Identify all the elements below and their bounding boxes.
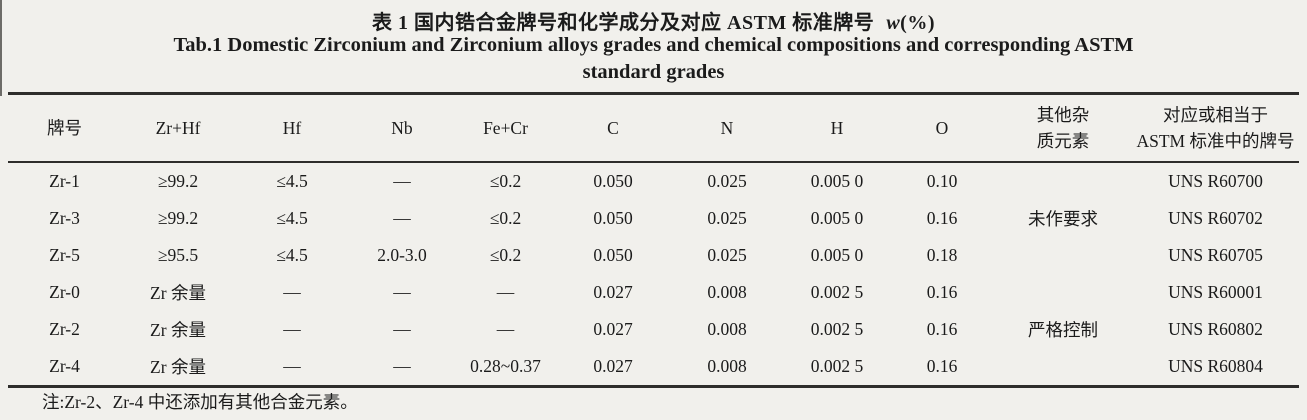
caption-en-line2: standard grades (582, 61, 725, 83)
cell-nb: — (393, 356, 411, 376)
cell-o: 0.16 (926, 319, 958, 339)
cell-astm: UNS R60802 (1168, 319, 1263, 339)
cell-n: 0.008 (707, 319, 747, 339)
table-row: Zr-3 ≥99.2 ≤4.5 — ≤0.2 0.050 0.025 0.005… (8, 200, 1299, 237)
caption-cn-symbol: w (886, 12, 901, 34)
caption-en-line1: Tab.1 Domestic Zirconium and Zirconium a… (173, 34, 1134, 56)
composition-table: 牌号 Zr+Hf Hf Nb Fe+Cr C N H O 其他杂 质元素 对应或… (8, 92, 1299, 388)
cell-zr-hf: ≥99.2 (157, 171, 199, 191)
table-row: Zr-1 ≥99.2 ≤4.5 — ≤0.2 0.050 0.025 0.005… (8, 162, 1299, 229)
header-astm-grade: 对应或相当于 ASTM 标准中的牌号 (1132, 93, 1299, 163)
cell-c: 0.027 (593, 319, 633, 339)
cell-n: 0.025 (707, 208, 747, 228)
cell-astm: UNS R60702 (1168, 208, 1263, 228)
cell-nb: — (393, 282, 411, 302)
table-caption-cn: 表 1 国内锆合金牌号和化学成分及对应 ASTM 标准牌号 w(%) (0, 6, 1307, 35)
cell-hf: — (283, 282, 301, 302)
cell-grade: Zr-0 (49, 282, 80, 302)
footnote: 注:Zr-2、Zr-4 中还添加有其他合金元素。 (42, 392, 358, 412)
cell-o: 0.16 (926, 208, 958, 228)
cell-n: 0.008 (707, 282, 747, 302)
cell-c: 0.050 (593, 171, 633, 191)
header-nb: Nb (349, 93, 455, 163)
cell-h: 0.002 5 (810, 356, 864, 376)
table-row: Zr-2 Zr 余量 — — — 0.027 0.008 0.002 5 0.1… (8, 311, 1299, 348)
cell-nb: — (393, 208, 411, 228)
cell-n: 0.025 (707, 171, 747, 191)
cell-astm: UNS R60705 (1168, 245, 1263, 265)
cell-hf: ≤4.5 (276, 245, 308, 265)
header-h: H (784, 93, 890, 163)
cell-fe-cr: — (496, 319, 515, 339)
cell-zr-hf: ≥99.2 (157, 208, 199, 228)
table-body: Zr-1 ≥99.2 ≤4.5 — ≤0.2 0.050 0.025 0.005… (8, 162, 1299, 387)
cell-fe-cr: 0.28~0.37 (470, 356, 541, 376)
cell-grade: Zr-1 (49, 171, 80, 191)
cell-hf: — (283, 356, 301, 376)
header-other-impurities: 其他杂 质元素 (994, 93, 1132, 163)
table-row: Zr-4 Zr 余量 — — 0.28~0.37 0.027 0.008 0.0… (8, 348, 1299, 387)
cell-astm: UNS R60804 (1168, 356, 1263, 376)
cell-hf: ≤4.5 (276, 208, 308, 228)
caption-cn-unit: (%) (900, 12, 935, 34)
scan-edge-artifact (0, 0, 2, 96)
cell-zr-hf: Zr 余量 (150, 320, 206, 340)
cell-zr-hf: Zr 余量 (150, 283, 206, 303)
cell-o: 0.16 (926, 282, 958, 302)
cell-fe-cr: ≤0.2 (489, 171, 522, 191)
cell-c: 0.050 (593, 208, 633, 228)
header-o: O (890, 93, 994, 163)
cell-grade: Zr-2 (49, 319, 80, 339)
header-hf: Hf (235, 93, 349, 163)
header-n: N (670, 93, 784, 163)
cell-grade: Zr-4 (49, 356, 80, 376)
cell-astm: UNS R60001 (1168, 282, 1263, 302)
cell-hf: ≤4.5 (276, 171, 308, 191)
cell-o: 0.10 (926, 171, 958, 191)
header-fe-cr: Fe+Cr (455, 93, 556, 163)
header-grade: 牌号 (8, 93, 121, 163)
cell-fe-cr: ≤0.2 (489, 208, 522, 228)
header-zr-hf: Zr+Hf (121, 93, 235, 163)
cell-h: 0.002 5 (810, 319, 864, 339)
table-header: 牌号 Zr+Hf Hf Nb Fe+Cr C N H O 其他杂 质元素 对应或… (8, 93, 1299, 163)
header-c: C (556, 93, 670, 163)
cell-h: 0.005 0 (810, 171, 864, 191)
caption-cn-text: 表 1 国内锆合金牌号和化学成分及对应 ASTM 标准牌号 (372, 12, 875, 34)
cell-hf: — (283, 319, 301, 339)
cell-c: 0.027 (593, 282, 633, 302)
cell-impurity-group-2: 严格控制 (1028, 320, 1098, 340)
cell-grade: Zr-3 (49, 208, 80, 228)
cell-fe-cr: — (496, 282, 515, 302)
cell-h: 0.005 0 (810, 245, 864, 265)
cell-n: 0.008 (707, 356, 747, 376)
table-row: Zr-0 Zr 余量 — — — 0.027 0.008 0.002 5 0.1… (8, 274, 1299, 340)
cell-zr-hf: Zr 余量 (150, 357, 206, 377)
cell-nb: 2.0-3.0 (377, 245, 427, 265)
cell-nb: — (393, 171, 411, 191)
cell-astm: UNS R60700 (1168, 171, 1263, 191)
cell-o: 0.18 (926, 245, 958, 265)
cell-c: 0.027 (593, 356, 633, 376)
cell-zr-hf: ≥95.5 (157, 245, 199, 265)
cell-c: 0.050 (593, 245, 633, 265)
cell-o: 0.16 (926, 356, 958, 376)
cell-h: 0.002 5 (810, 282, 864, 302)
cell-grade: Zr-5 (49, 245, 80, 265)
cell-impurity-group-1: 未作要求 (1028, 209, 1098, 229)
cell-nb: — (393, 319, 411, 339)
cell-fe-cr: ≤0.2 (489, 245, 522, 265)
cell-n: 0.025 (707, 245, 747, 265)
table-row: Zr-5 ≥95.5 ≤4.5 2.0-3.0 ≤0.2 0.050 0.025… (8, 237, 1299, 274)
cell-h: 0.005 0 (810, 208, 864, 228)
table-caption-en: Tab.1 Domestic Zirconium and Zirconium a… (0, 32, 1307, 86)
header-row: 牌号 Zr+Hf Hf Nb Fe+Cr C N H O 其他杂 质元素 对应或… (8, 93, 1299, 163)
